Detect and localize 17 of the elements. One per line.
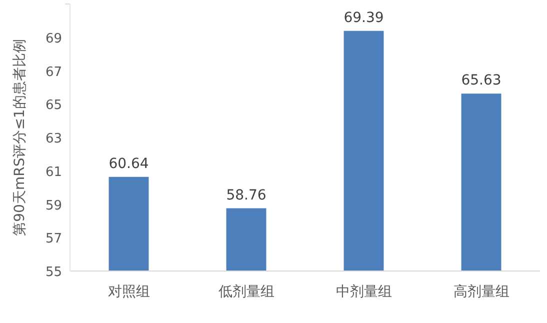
x-tick-label: 低剂量组 [218,284,274,300]
y-tick-label: 59 [45,198,62,214]
y-tick-label: 63 [45,132,62,146]
y-tick-label: 61 [45,164,62,180]
y-axis-title: 第90天mRS评分≤1的患者比例 [12,39,28,236]
data-label: 69.39 [344,10,384,26]
data-label: 65.63 [461,72,502,89]
y-tick-label: 57 [45,232,62,247]
data-label: 60.64 [108,156,149,172]
y-tick-label: 67 [45,64,62,80]
x-tick-label: 对照组 [108,284,150,300]
data-label: 58.76 [226,187,266,204]
y-tick-label: 69 [45,31,62,46]
y-tick-label: 55 [45,265,62,280]
x-tick-label: 高剂量组 [453,284,510,300]
x-tick-label: 中剂量组 [336,284,392,300]
y-tick-label: 65 [45,98,62,114]
